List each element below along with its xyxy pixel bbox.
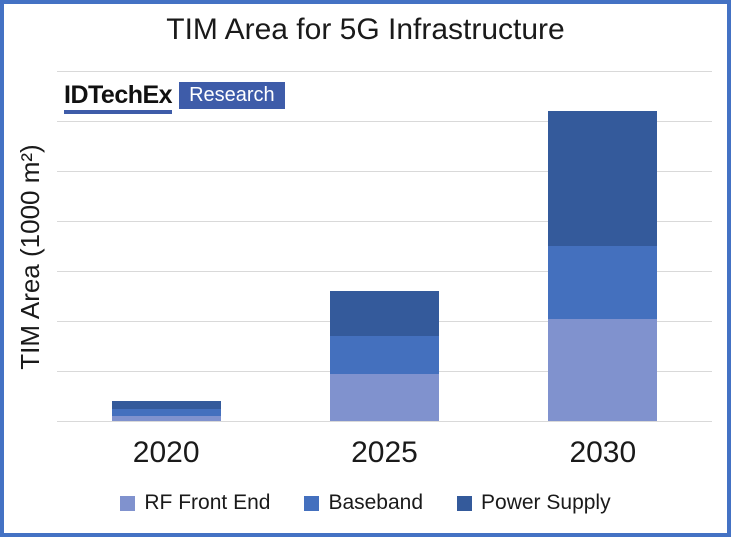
bar-segment-rf-front-end-2020 xyxy=(111,416,221,421)
legend-item-baseband: Baseband xyxy=(304,491,423,515)
legend-swatch-rf-front-end xyxy=(120,495,136,511)
legend: RF Front End Baseband Power Supply xyxy=(4,491,727,515)
bar-segment-power-supply-2030 xyxy=(548,111,658,246)
idtechex-logo: IDTechEx Research xyxy=(64,82,285,114)
gridline xyxy=(57,121,712,122)
bar-2020 xyxy=(111,401,221,421)
gridline xyxy=(57,271,712,272)
legend-label-rf-front-end: RF Front End xyxy=(144,491,271,514)
x-axis-label-2025: 2025 xyxy=(351,436,418,469)
legend-item-power-supply: Power Supply xyxy=(457,491,611,515)
bar-segment-power-supply-2020 xyxy=(111,401,221,409)
x-axis-baseline xyxy=(57,421,712,422)
gridline xyxy=(57,221,712,222)
bar-2025 xyxy=(330,291,439,421)
chart-title: TIM Area for 5G Infrastructure xyxy=(166,13,565,46)
legend-swatch-power-supply xyxy=(457,495,473,511)
x-axis-label-2030: 2030 xyxy=(569,436,637,469)
bar-segment-baseband-2020 xyxy=(111,408,221,416)
bar-segment-power-supply-2025 xyxy=(330,291,439,336)
legend-label-power-supply: Power Supply xyxy=(481,491,611,514)
x-axis-label-2020: 2020 xyxy=(132,436,200,469)
y-axis-title: TIM Area (1000 m²) xyxy=(15,144,45,370)
bar-segment-baseband-2025 xyxy=(330,336,439,374)
legend-label-baseband: Baseband xyxy=(328,491,424,514)
legend-item-rf-front-end: RF Front End xyxy=(120,491,270,515)
gridline xyxy=(57,71,712,72)
idtechex-research-badge: Research xyxy=(179,82,285,109)
idtechex-logo-text: IDTechEx xyxy=(64,82,173,114)
bar-segment-rf-front-end-2030 xyxy=(548,318,658,421)
legend-swatch-baseband xyxy=(304,495,320,511)
bar-segment-baseband-2030 xyxy=(548,246,658,319)
plot-area xyxy=(57,71,712,422)
bar-segment-rf-front-end-2025 xyxy=(330,373,439,421)
x-axis-labels: 2020 2025 2030 xyxy=(57,436,712,470)
gridline xyxy=(57,171,712,172)
bar-2030 xyxy=(548,111,658,421)
